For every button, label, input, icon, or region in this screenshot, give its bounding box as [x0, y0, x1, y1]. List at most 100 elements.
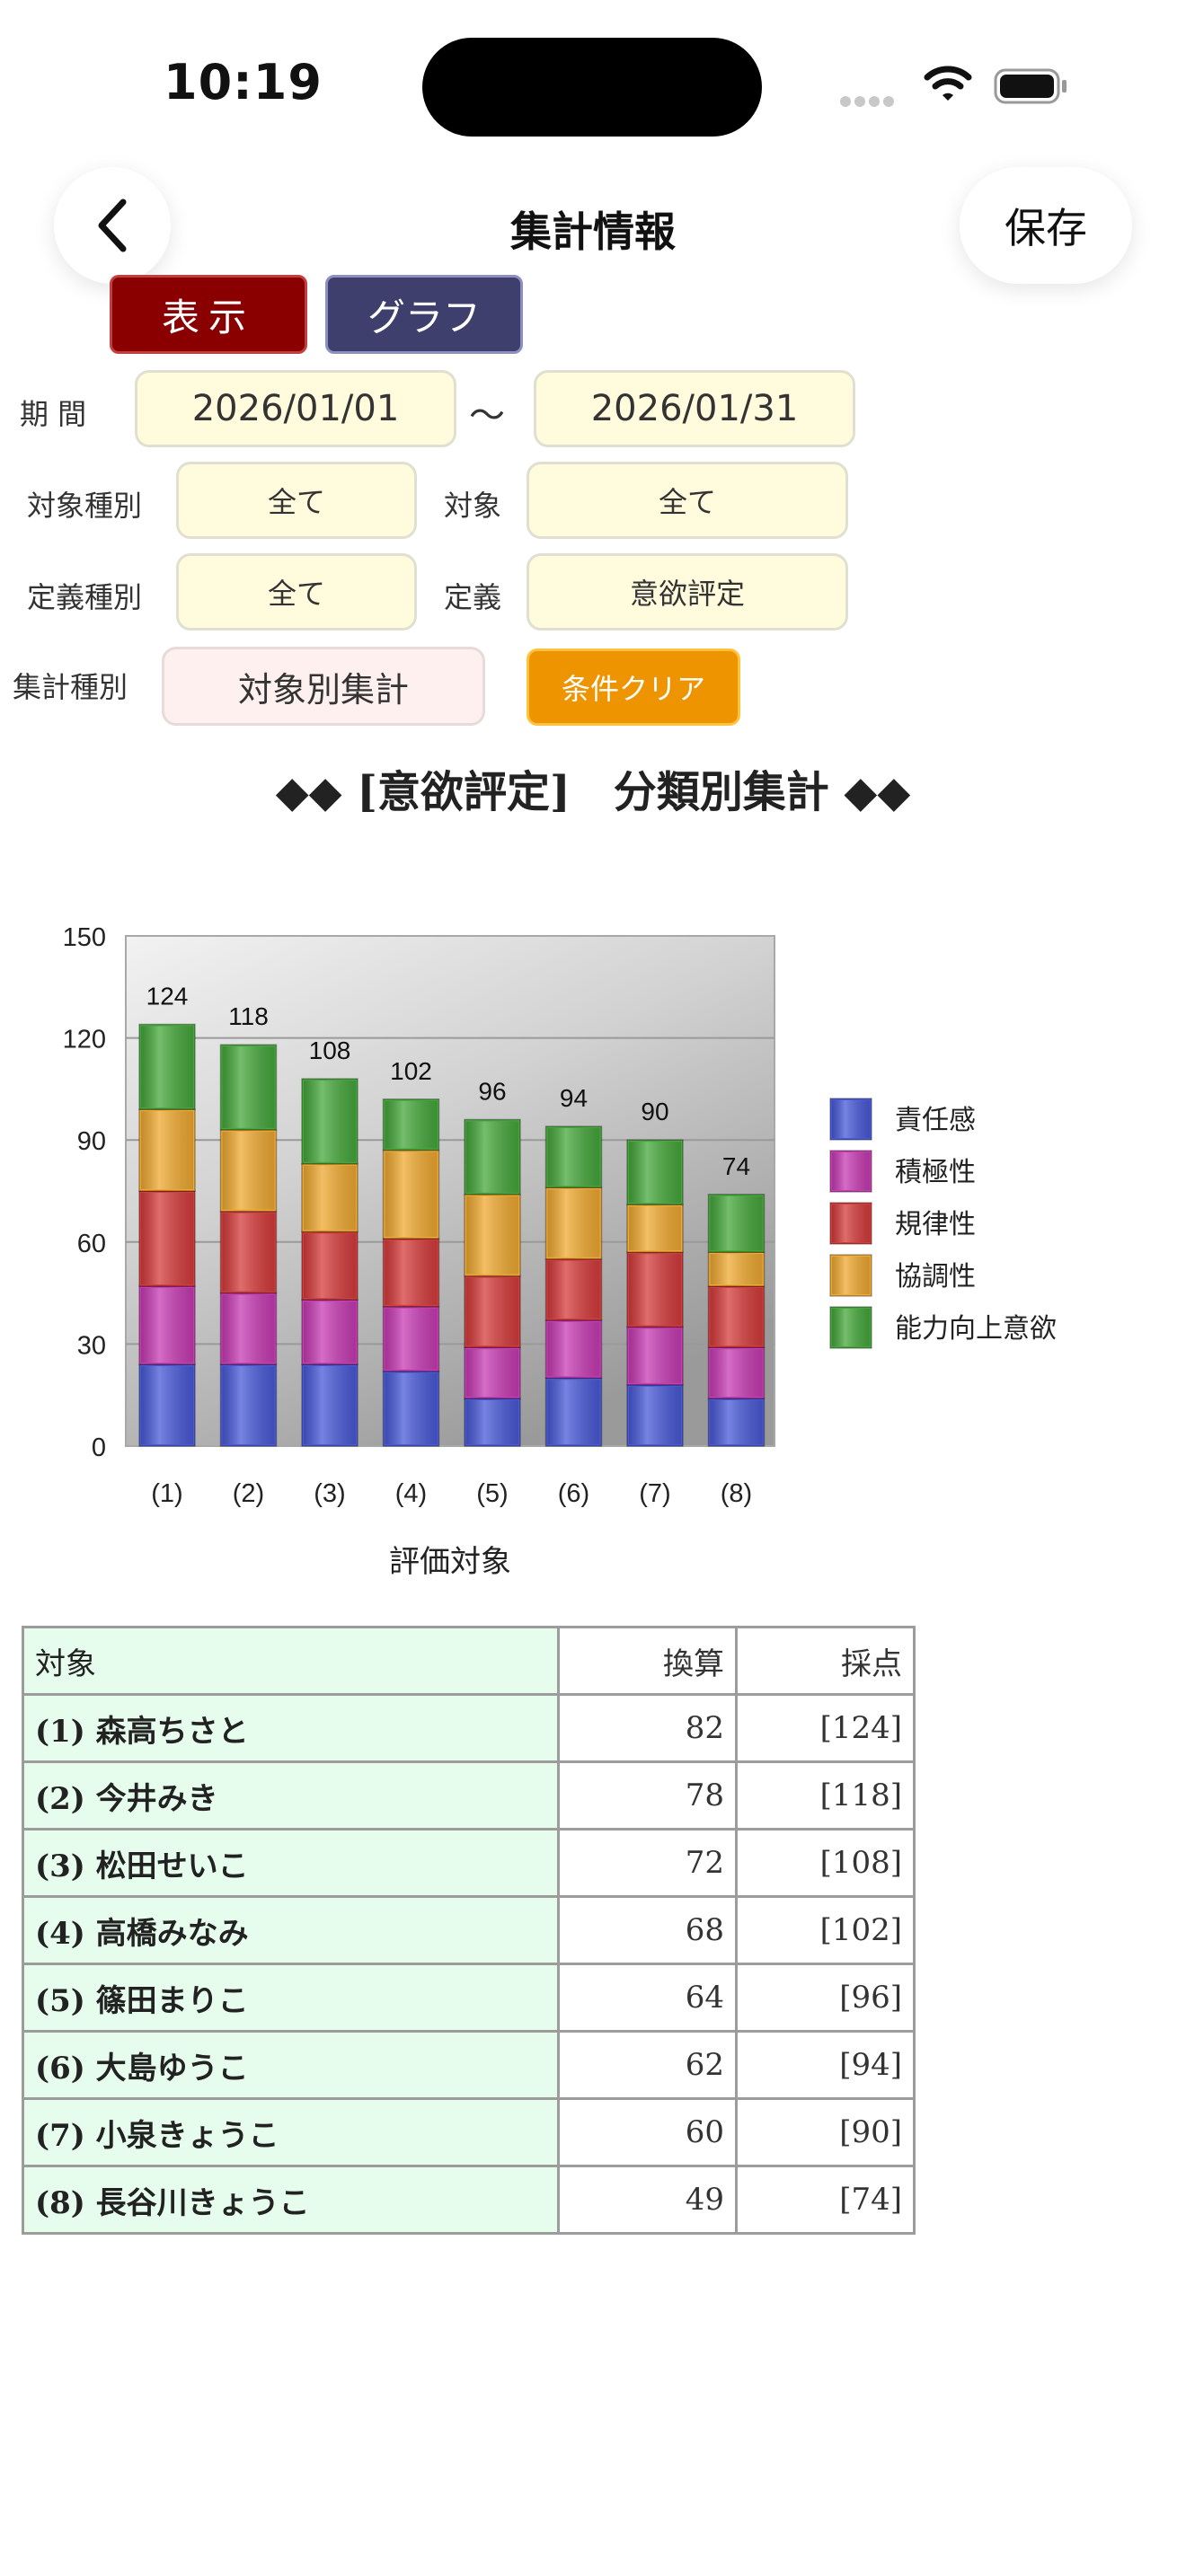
table-row: (3) 松田せいこ 72 [108] [22, 1828, 916, 1898]
x-tick-label: (4) [395, 1479, 427, 1508]
bar-segment-shine [547, 1380, 600, 1444]
period-label: 期 間 [20, 397, 87, 431]
score-table: 対象 換算 採点 (1) 森高ちさと 82 [124] (2) 今井みき 78 [118]… [22, 1626, 916, 2235]
bar-total-label: 124 [146, 982, 189, 1010]
bar-segment-shine [304, 1233, 356, 1299]
bar-total-label: 96 [478, 1077, 506, 1105]
def-select[interactable]: 意欲評定 [527, 553, 848, 631]
bar-segment-shine [466, 1121, 518, 1193]
report-title: ◆◆ [意欲評定] 分類別集計 ◆◆ [275, 767, 911, 817]
y-tick-label: 0 [92, 1434, 106, 1462]
bar-segment-shine [222, 1366, 275, 1444]
battery-icon [994, 68, 1067, 104]
table-row: (1) 森高ちさと 82 [124] [22, 1693, 916, 1763]
row-name: (3) 松田せいこ [22, 1828, 560, 1898]
bar-segment-shine [304, 1165, 356, 1231]
row-score: [108] [735, 1828, 916, 1898]
x-tick-label: (8) [721, 1479, 752, 1508]
agg-type-label: 集計種別 [13, 670, 128, 704]
table-row: (7) 小泉きょうこ 60 [90] [22, 2097, 916, 2167]
row-converted: 62 [557, 2030, 738, 2100]
row-name: (6) 大島ゆうこ [22, 2030, 560, 2100]
bar-segment-shine [222, 1294, 275, 1363]
x-tick-label: (1) [151, 1479, 182, 1508]
row-converted: 64 [557, 1963, 738, 2033]
bar-segment-shine [710, 1254, 763, 1285]
bar-segment-shine [710, 1288, 763, 1346]
bar-segment-shine [385, 1240, 438, 1305]
back-button[interactable] [54, 167, 171, 284]
bar-segment-shine [222, 1213, 275, 1292]
graph-button[interactable]: グラフ [325, 275, 523, 354]
bar-segment-shine [629, 1254, 681, 1326]
bar-total-label: 90 [641, 1098, 668, 1125]
row-score: [118] [735, 1760, 916, 1831]
legend-label: 積極性 [895, 1158, 976, 1187]
row-converted: 49 [557, 2165, 738, 2235]
row-name: (1) 森高ちさと [22, 1693, 560, 1763]
bar-segment-shine [466, 1349, 518, 1397]
agg-type-select[interactable]: 対象別集計 [162, 647, 485, 726]
bar-segment-shine [547, 1321, 600, 1377]
y-tick-label: 60 [77, 1230, 106, 1258]
save-button[interactable]: 保存 [960, 167, 1132, 284]
bar-segment-shine [385, 1100, 438, 1149]
cellular-signal-icon [840, 93, 898, 110]
def-type-select[interactable]: 全て [176, 553, 417, 631]
x-tick-label: (5) [476, 1479, 508, 1508]
bar-segment-shine [141, 1026, 193, 1108]
bar-segment-shine [141, 1288, 193, 1363]
bar-segment-shine [385, 1372, 438, 1444]
bar-segment-shine [466, 1195, 518, 1275]
target-label: 対象 [444, 489, 502, 523]
bar-segment-shine [547, 1189, 600, 1257]
date-from-field[interactable]: 2026/01/01 [135, 370, 456, 447]
row-score: [96] [735, 1963, 916, 2033]
table-row: (4) 高橋みなみ 68 [102] [22, 1895, 916, 1965]
legend-label: 規律性 [895, 1210, 976, 1239]
bar-total-label: 102 [390, 1057, 432, 1085]
legend-swatch-shine [832, 1100, 870, 1138]
target-type-label: 対象種別 [27, 489, 143, 523]
def-label: 定義 [444, 580, 502, 614]
bar-segment-shine [710, 1195, 763, 1251]
display-button[interactable]: 表示 [110, 275, 307, 354]
bar-segment-shine [141, 1111, 193, 1189]
def-type-label: 定義種別 [27, 580, 143, 614]
legend-swatch-shine [832, 1257, 870, 1294]
row-score: [74] [735, 2165, 916, 2235]
bar-segment-shine [629, 1328, 681, 1383]
x-axis-label: 評価対象 [389, 1545, 511, 1579]
wifi-icon [924, 66, 972, 101]
status-time: 10:19 [164, 54, 323, 110]
bar-total-label: 94 [560, 1084, 588, 1112]
bar-segment-shine [385, 1151, 438, 1238]
date-to-field[interactable]: 2026/01/31 [534, 370, 855, 447]
bar-total-label: 74 [722, 1152, 750, 1180]
x-tick-label: (7) [639, 1479, 670, 1508]
y-tick-label: 150 [63, 923, 106, 952]
table-row: (2) 今井みき 78 [118] [22, 1760, 916, 1831]
dynamic-island [422, 38, 762, 137]
bar-total-label: 118 [228, 1002, 269, 1030]
bar-segment-shine [629, 1142, 681, 1204]
range-tilde: ～ [469, 395, 505, 437]
page-title: 集計情報 [510, 207, 676, 256]
target-type-select[interactable]: 全て [176, 462, 417, 539]
x-tick-label: (2) [233, 1479, 264, 1508]
clear-conditions-button[interactable]: 条件クリア [527, 648, 740, 726]
legend-swatch-shine [832, 1152, 870, 1190]
target-select[interactable]: 全て [527, 462, 848, 539]
x-tick-label: (6) [558, 1479, 589, 1508]
y-tick-label: 120 [63, 1026, 106, 1054]
legend-label: 能力向上意欲 [895, 1314, 1057, 1344]
bar-segment-shine [222, 1046, 275, 1128]
legend-swatch-shine [832, 1309, 870, 1346]
legend-label: 責任感 [895, 1106, 976, 1135]
bar-segment-shine [629, 1206, 681, 1251]
bar-segment-shine [304, 1081, 356, 1162]
bar-segment-shine [466, 1277, 518, 1346]
row-score: [124] [735, 1693, 916, 1763]
row-score: [102] [735, 1895, 916, 1965]
chevron-left-icon [98, 198, 127, 252]
